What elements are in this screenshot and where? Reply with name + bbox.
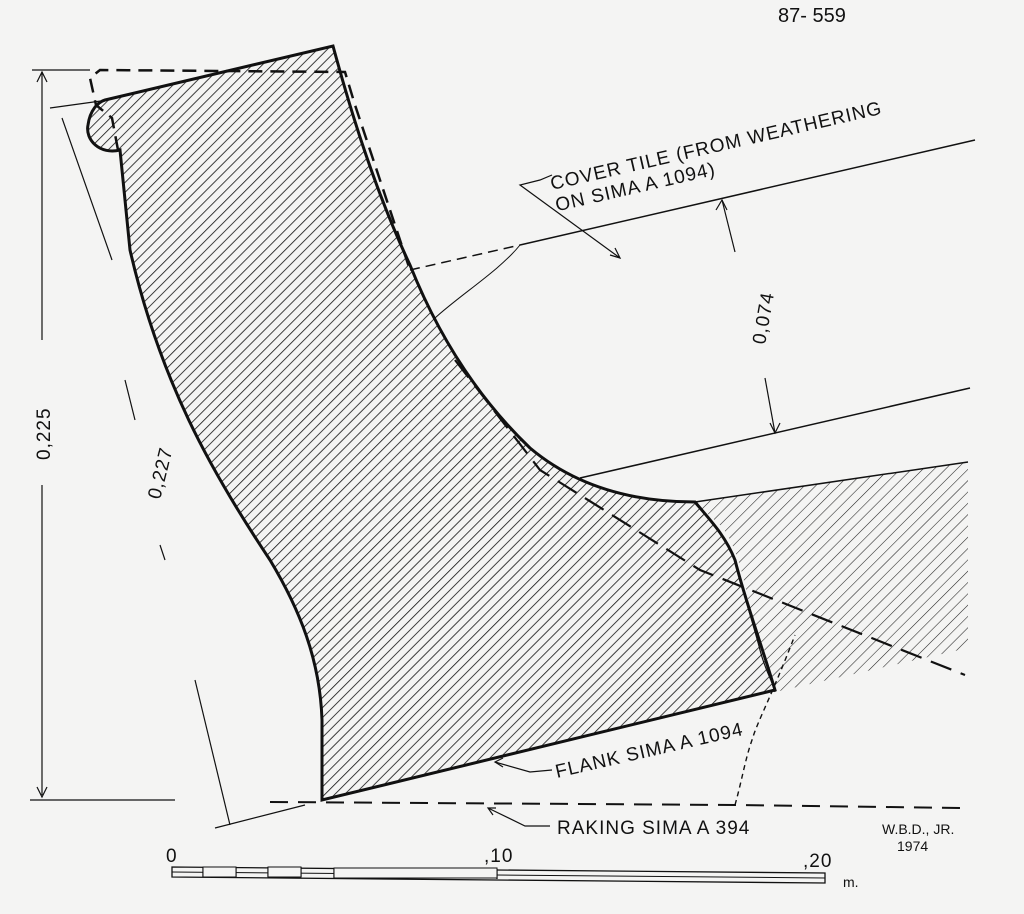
scale-tick-10: ,10 xyxy=(484,846,513,867)
raking-sima-outline xyxy=(88,68,412,271)
break-line xyxy=(694,501,776,693)
tile-gap-dimension: 0,074 xyxy=(749,290,779,345)
sima-profile-section xyxy=(86,44,777,802)
drawing-number: 87- 559 xyxy=(778,5,846,27)
flank-sima-continuation xyxy=(695,462,968,692)
scale-unit: m. xyxy=(843,874,859,890)
raking-sima-label: RAKING SIMA A 394 xyxy=(557,818,750,839)
scale-tick-20: ,20 xyxy=(803,851,832,872)
scale-bar xyxy=(171,866,826,884)
cover-tile-label-line1: COVER TILE (FROM WEATHERING xyxy=(548,98,884,195)
slant-height-dimension: 0,227 xyxy=(144,445,177,501)
scale-tick-0: 0 xyxy=(166,846,178,867)
signature-author: W.B.D., JR. xyxy=(882,821,954,837)
signature-year: 1974 xyxy=(897,838,928,854)
vertical-height-dimension: 0,225 xyxy=(34,407,55,460)
